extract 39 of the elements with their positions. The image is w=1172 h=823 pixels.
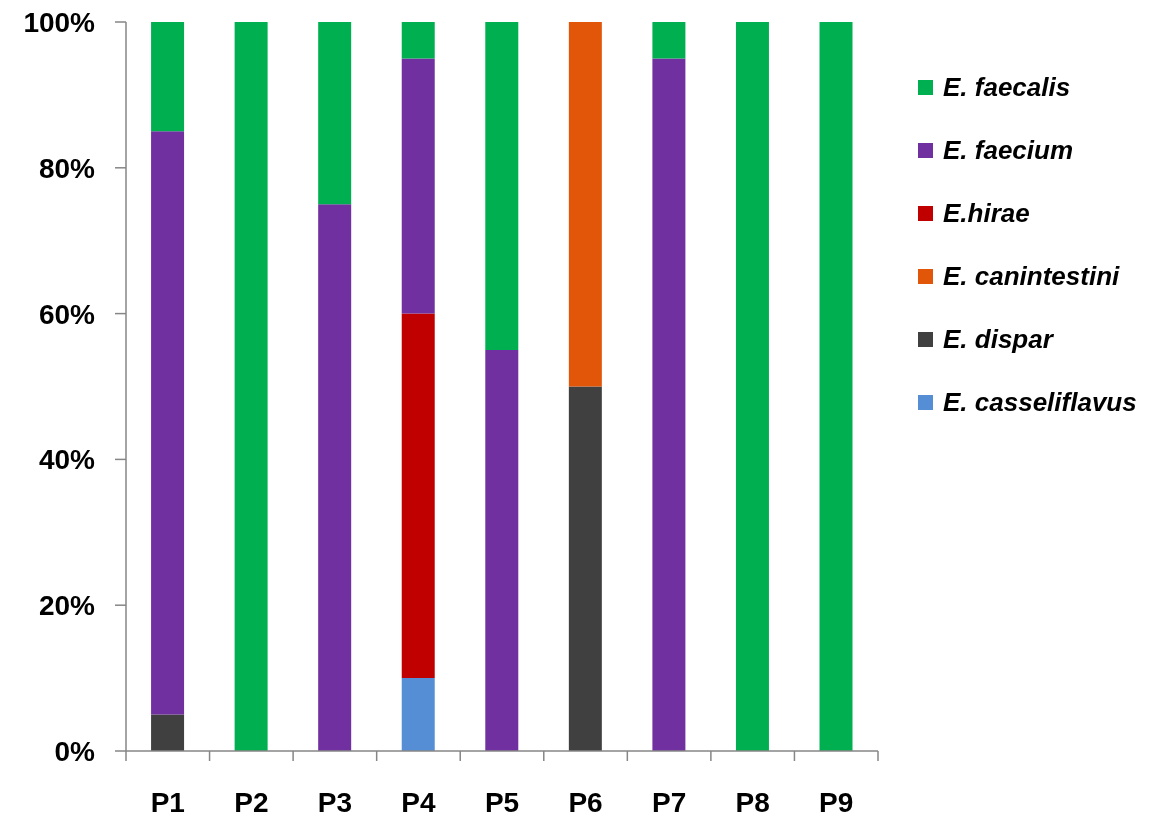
bar [401, 313, 435, 679]
bar [485, 22, 519, 351]
bar [568, 386, 602, 751]
bar [151, 22, 185, 132]
x-tick-label: P2 [234, 786, 269, 818]
y-tick-label: 20% [38, 590, 96, 622]
bar [652, 22, 686, 59]
x-tick-label: P3 [317, 786, 353, 818]
bar [318, 22, 352, 205]
x-tick-label: P7 [651, 786, 687, 818]
legend-label: E. casseliflavus [943, 387, 1137, 418]
bar [401, 58, 435, 314]
x-tick-label: P5 [484, 786, 520, 818]
x-tick-label: P4 [401, 786, 436, 818]
bar [401, 22, 435, 59]
x-tick-label: P1 [150, 786, 185, 818]
y-tick-label: 40% [38, 444, 96, 476]
bar [318, 204, 352, 751]
bar [151, 131, 185, 715]
bar [652, 58, 686, 751]
bar [819, 22, 853, 751]
legend-label: E. faecalis [943, 72, 1071, 103]
y-tick-label: 0% [54, 735, 96, 767]
x-tick-label: P9 [819, 786, 854, 818]
y-tick-label: 100% [23, 6, 96, 38]
x-tick-label: P8 [735, 786, 770, 818]
legend-label: E. faecium [943, 135, 1074, 166]
legend-label: E. canintestini [943, 261, 1120, 292]
bar [401, 678, 435, 751]
bar [485, 350, 519, 751]
x-tick-label: P6 [568, 786, 603, 818]
legend-label: E. dispar [943, 324, 1053, 355]
bar [234, 22, 268, 751]
bar [568, 22, 602, 387]
y-tick-label: 60% [38, 298, 96, 330]
bar [735, 22, 769, 751]
y-tick-label: 80% [38, 152, 96, 184]
bar [151, 714, 185, 751]
legend-label: E.hirae [943, 198, 1030, 229]
